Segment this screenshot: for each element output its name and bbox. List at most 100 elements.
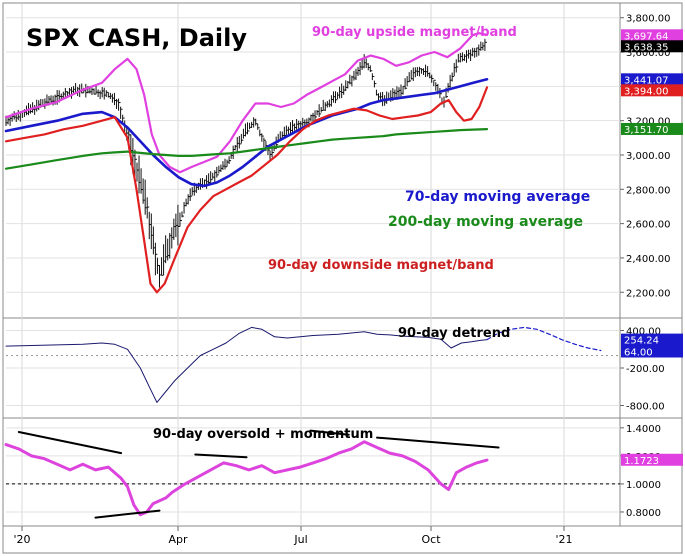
panel-borders bbox=[3, 3, 682, 527]
trend-line bbox=[17, 431, 123, 455]
price-bar bbox=[161, 257, 164, 276]
x-gridlines bbox=[21, 4, 565, 526]
price-bar bbox=[335, 91, 338, 104]
ma70-label: 70-day moving average bbox=[405, 189, 590, 205]
price-bar bbox=[404, 78, 408, 90]
price-bar bbox=[314, 110, 318, 122]
price-bar bbox=[373, 80, 377, 88]
value-badge: 3,697.64 bbox=[621, 29, 683, 42]
price-panel bbox=[4, 32, 489, 294]
price-bar bbox=[240, 133, 244, 144]
x-tick-label: Jul bbox=[293, 533, 307, 546]
price-bar bbox=[484, 38, 487, 51]
trend-line bbox=[309, 429, 350, 436]
y-tick-label: 2,400.00 bbox=[626, 254, 671, 265]
x-tick-label: '21 bbox=[555, 533, 572, 546]
y-tick-label: 1.4000 bbox=[626, 424, 661, 435]
price-bar bbox=[433, 79, 436, 87]
value-badges: 3,697.643,638.35 3,441.073,394.00 3,151.70… bbox=[621, 29, 683, 467]
value-badge-text: 254.24 bbox=[624, 336, 659, 347]
price-bar bbox=[81, 83, 84, 94]
oscillator-trend-lines bbox=[17, 429, 500, 519]
price-bar bbox=[179, 212, 182, 227]
y-tick-label: -800.00 bbox=[626, 402, 665, 413]
x-tick-label: '20 bbox=[13, 533, 30, 546]
price-bar bbox=[238, 135, 242, 149]
price-bar bbox=[451, 72, 455, 82]
value-badge-text: 3,151.70 bbox=[624, 125, 669, 136]
price-series-layer bbox=[4, 32, 489, 294]
price-bar bbox=[210, 171, 213, 183]
trend-line bbox=[194, 453, 248, 459]
price-bar bbox=[216, 166, 219, 178]
price-bar bbox=[455, 59, 459, 73]
value-badge: 3,394.00 bbox=[621, 84, 683, 97]
price-bar bbox=[255, 118, 258, 126]
price-bar bbox=[320, 107, 324, 113]
price-bar bbox=[154, 242, 158, 276]
y-tick-label: 0.8000 bbox=[626, 508, 661, 519]
value-badge: 3,441.07 bbox=[621, 73, 683, 86]
value-badge: 64.00 bbox=[621, 345, 683, 359]
price-bar bbox=[181, 211, 185, 218]
value-badge-text: 3,394.00 bbox=[624, 86, 669, 97]
y-tick-label: 3,800.00 bbox=[626, 14, 671, 25]
200-day-moving-average-line bbox=[4, 128, 489, 170]
value-badge-text: 1.1723 bbox=[624, 456, 659, 467]
upside-band-label: 90-day upside magnet/band bbox=[312, 25, 517, 40]
price-bar bbox=[369, 65, 373, 72]
value-badge: 3,638.35 bbox=[621, 40, 683, 53]
y-tick-label: 2,800.00 bbox=[626, 185, 671, 196]
value-badge-text: 3,441.07 bbox=[624, 75, 669, 86]
value-badge-text: 64.00 bbox=[624, 348, 653, 359]
90-day-downside-magnet-band-line bbox=[4, 86, 489, 294]
x-tick-label: Apr bbox=[168, 533, 188, 546]
price-bar bbox=[247, 122, 250, 135]
price-bar bbox=[261, 133, 264, 142]
price-bar bbox=[189, 188, 193, 201]
ma200-label: 200-day moving average bbox=[388, 214, 583, 230]
y-tick-label: -200.00 bbox=[626, 364, 665, 375]
detrend-series-layer bbox=[5, 326, 620, 403]
y-tick-label: 3,200.00 bbox=[626, 117, 671, 128]
value-badge-text: 3,697.64 bbox=[624, 31, 669, 42]
70-day-moving-average-line bbox=[4, 78, 489, 188]
downside-band-label: 90-day downside magnet/band bbox=[268, 258, 494, 273]
x-tick-label: Oct bbox=[421, 533, 441, 546]
90-day-detrend-line bbox=[5, 326, 488, 403]
y-tick-label: 2,600.00 bbox=[626, 220, 671, 231]
trend-line bbox=[94, 509, 161, 519]
price-bar bbox=[228, 156, 232, 165]
x-axis-labels: '20 Apr Jul Oct '21 bbox=[13, 526, 573, 546]
price-bar bbox=[318, 104, 322, 117]
oscillator-panel bbox=[4, 429, 620, 519]
90-day-oversold-momentum-line bbox=[4, 440, 489, 517]
price-bar bbox=[120, 106, 123, 119]
value-badge: 1.1723 bbox=[621, 453, 683, 467]
oscillator-label: 90-day oversold + momentum bbox=[153, 427, 373, 442]
projection-line bbox=[486, 326, 602, 352]
value-badge: 254.24 bbox=[621, 333, 683, 347]
price-bar bbox=[371, 73, 375, 81]
detrend-panel bbox=[5, 326, 620, 403]
detrend-label: 90-day detrend bbox=[398, 326, 510, 341]
y-tick-label: 2,200.00 bbox=[626, 288, 671, 299]
chart-title: SPX CASH, Daily bbox=[26, 24, 247, 52]
90-day-upside-magnet-band-line bbox=[4, 32, 489, 174]
price-bar bbox=[118, 98, 121, 111]
price-bar bbox=[224, 158, 227, 170]
y-tick-label: 3,600.00 bbox=[626, 48, 671, 59]
value-badge: 3,151.70 bbox=[621, 122, 683, 136]
y-axis-layer: 3,800.003,600.003,400.003,200.003,000.00… bbox=[6, 14, 671, 519]
value-badge-text: 3,638.35 bbox=[624, 42, 669, 53]
price-bar bbox=[408, 72, 412, 83]
price-bar bbox=[146, 197, 150, 219]
y-tick-label: 400.00 bbox=[626, 327, 661, 338]
trend-line bbox=[376, 436, 500, 449]
price-bar bbox=[257, 123, 260, 130]
price-bar bbox=[431, 74, 434, 83]
oscillator-series-layer bbox=[4, 440, 489, 517]
y-tick-label: 3,000.00 bbox=[626, 151, 671, 162]
